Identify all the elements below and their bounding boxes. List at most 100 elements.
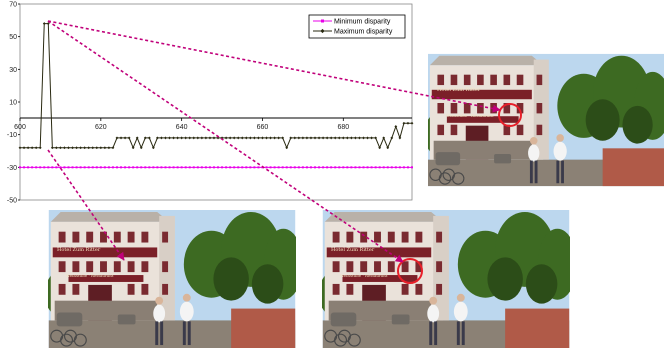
data-point — [148, 166, 151, 169]
y-tick-label: -30 — [7, 165, 17, 172]
data-point — [281, 136, 285, 140]
data-point — [67, 146, 70, 150]
data-point — [293, 166, 296, 169]
data-point — [172, 136, 175, 140]
data-point — [196, 136, 200, 140]
data-point — [59, 166, 62, 169]
photo-bottom-left-sign-top: Hotel Zum Ritter — [57, 247, 101, 253]
photo-bottom-right-circle — [397, 258, 423, 284]
data-point — [269, 166, 272, 169]
data-point — [252, 136, 256, 140]
data-point — [83, 146, 87, 150]
data-point — [411, 166, 413, 169]
data-point — [136, 166, 139, 169]
data-point — [95, 166, 98, 169]
data-point — [345, 136, 349, 140]
data-point — [313, 136, 317, 140]
data-point — [155, 136, 159, 140]
data-point — [321, 136, 325, 140]
data-point — [245, 166, 248, 169]
photo-bottom-right-sign-bottom: Weinstube · Restaurant — [340, 273, 388, 278]
data-point — [168, 166, 171, 169]
data-point — [277, 136, 281, 140]
data-point — [410, 121, 414, 125]
data-point — [19, 166, 21, 169]
data-point — [229, 166, 232, 169]
data-point — [314, 166, 317, 169]
data-point — [147, 136, 151, 140]
data-point — [301, 166, 304, 169]
data-point — [180, 136, 184, 140]
data-point — [212, 166, 215, 169]
data-point — [176, 166, 179, 169]
data-point — [309, 136, 313, 140]
data-point — [269, 136, 272, 140]
data-point — [244, 136, 248, 140]
data-point — [301, 136, 305, 140]
data-point — [35, 166, 38, 169]
data-point — [398, 136, 402, 140]
data-point — [23, 166, 26, 169]
data-point — [34, 146, 38, 150]
data-point — [103, 166, 106, 169]
legend-marker-minimum — [321, 19, 324, 23]
data-point — [107, 166, 110, 169]
data-point — [131, 146, 135, 150]
data-point — [240, 136, 244, 140]
data-point — [289, 136, 293, 140]
legend-label-maximum: Maximum disparity — [334, 29, 393, 36]
data-point — [318, 166, 321, 169]
data-point — [277, 166, 280, 169]
data-point — [273, 166, 276, 169]
data-point — [398, 166, 401, 169]
x-ticks: 600 620 640 660 680 — [14, 118, 349, 131]
data-point — [67, 166, 70, 169]
x-tick-label: 640 — [176, 124, 188, 131]
data-point — [358, 136, 361, 140]
data-point — [38, 146, 42, 150]
photo-bottom-right: Hotel Zum Ritter Weinstube · Restaurant — [322, 210, 570, 348]
data-point — [119, 136, 123, 140]
photo-bottom-right-sign-top: Hotel Zum Ritter — [331, 247, 375, 253]
data-point — [265, 136, 268, 140]
data-point — [349, 136, 353, 140]
photo-bottom-left: Hotel Zum Ritter Weinstube · Restaurant — [48, 210, 296, 348]
data-point — [257, 166, 260, 169]
data-point — [160, 166, 163, 169]
y-tick-label: 30 — [9, 67, 17, 74]
data-point — [151, 146, 155, 150]
data-point — [95, 146, 99, 150]
data-point — [87, 146, 91, 150]
data-point — [107, 146, 111, 150]
data-point — [128, 166, 131, 169]
data-point — [87, 166, 90, 169]
data-point — [329, 136, 333, 140]
data-point — [127, 136, 131, 140]
data-point — [382, 166, 385, 169]
y-tick-label: 50 — [9, 34, 17, 41]
data-point — [338, 166, 341, 169]
data-point — [394, 166, 397, 169]
data-point — [273, 136, 277, 140]
data-point — [99, 146, 103, 150]
data-point — [204, 136, 208, 140]
data-point — [237, 166, 240, 169]
data-point — [386, 146, 390, 150]
data-point — [402, 121, 406, 125]
x-tick-label: 660 — [257, 124, 269, 131]
data-point — [192, 166, 195, 169]
data-point — [362, 136, 365, 140]
data-point — [366, 166, 369, 169]
data-point — [289, 166, 292, 169]
data-point — [341, 136, 345, 140]
photo-top-right-sign-top: Hotel Zum Ritter — [437, 87, 481, 93]
data-point — [326, 166, 329, 169]
data-point — [390, 166, 393, 169]
data-point — [156, 166, 159, 169]
y-tick-label: -50 — [7, 198, 17, 205]
data-point — [394, 125, 398, 128]
data-point — [164, 136, 167, 140]
data-point — [241, 166, 244, 169]
data-point — [228, 136, 232, 140]
